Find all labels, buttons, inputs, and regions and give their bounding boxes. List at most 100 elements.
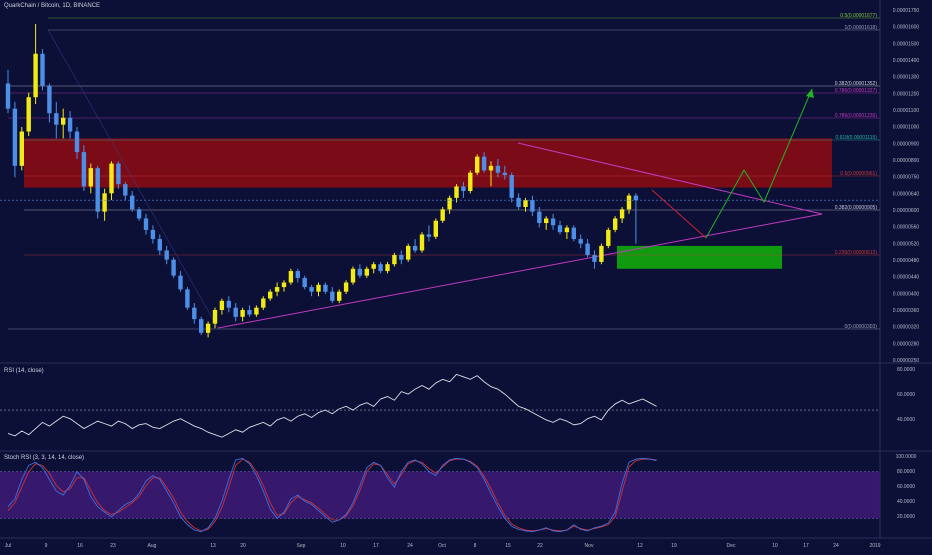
forecast-layer xyxy=(651,88,814,239)
price-axis-label: 0.00000320 xyxy=(893,325,920,331)
price-axis-label: 0.00000480 xyxy=(893,258,920,264)
fib-label: 1(0.00001618) xyxy=(844,25,877,31)
candle-body xyxy=(47,85,52,114)
stoch-layer xyxy=(0,457,880,533)
candle-body xyxy=(550,218,556,226)
candle-body xyxy=(185,289,190,308)
price-axis-label: 0.00000800 xyxy=(893,158,920,164)
price-axis-label: 0.00001200 xyxy=(893,91,920,97)
time-axis-label: 22 xyxy=(537,543,543,549)
candle-body xyxy=(454,186,459,198)
time-axis-label: 9 xyxy=(45,543,48,549)
time-axis-label: 16 xyxy=(77,543,83,549)
time-axis-label: 15 xyxy=(505,543,511,549)
candle-body xyxy=(212,309,218,324)
candle-body xyxy=(295,271,300,278)
candle-body xyxy=(606,229,611,246)
candle-body xyxy=(468,172,473,192)
time-axis-label: Nov xyxy=(585,543,594,549)
time-axis-label: Sep xyxy=(297,543,306,549)
resistance-zone xyxy=(24,138,832,188)
stoch-k-line xyxy=(7,457,657,533)
candle-body xyxy=(288,271,294,283)
candle-body xyxy=(337,291,342,301)
rsi-axis-label: 60.0000 xyxy=(897,392,915,398)
candle-body xyxy=(592,255,597,262)
fib-label: 0.382(0.00000905) xyxy=(835,205,878,211)
price-axis-label: 0.00000440 xyxy=(893,275,920,281)
time-axis-label: 24 xyxy=(407,543,413,549)
price-axis-label: 0.00001300 xyxy=(893,75,920,81)
candle-body xyxy=(537,211,542,224)
time-axis-label: 10 xyxy=(340,543,346,549)
forecast-up-path xyxy=(705,88,813,239)
candle-body xyxy=(378,264,383,272)
price-axis-label: 0.00001000 xyxy=(893,125,920,131)
candle-body xyxy=(350,268,356,283)
candle-body xyxy=(309,287,314,292)
price-axis-label: 0.00001750 xyxy=(893,8,920,14)
price-axis-label: 0.00000900 xyxy=(893,141,920,147)
time-axis-label: 8 xyxy=(474,543,477,549)
candle-body xyxy=(502,172,507,175)
candle-body xyxy=(157,239,162,251)
candle-body xyxy=(357,268,363,276)
price-axis-label: 0.00000600 xyxy=(893,208,920,214)
candle-body xyxy=(123,184,128,196)
time-axis-label: Jul xyxy=(5,543,11,549)
stoch-axis-label: 20.0000 xyxy=(897,514,915,520)
candle-body xyxy=(226,300,231,308)
time-axis-label: 17 xyxy=(803,543,809,549)
candle-body xyxy=(509,174,514,198)
candle-body xyxy=(54,113,59,125)
candle-body xyxy=(475,156,480,173)
candle-body xyxy=(240,309,245,317)
candle-body xyxy=(102,193,107,212)
price-axis-label: 0.00001500 xyxy=(893,41,920,47)
candle-body xyxy=(40,53,45,86)
candle-body xyxy=(419,234,425,251)
candle-body xyxy=(440,209,445,221)
stoch-axis-label: 80.0000 xyxy=(897,469,915,475)
chart-title: QuarkChain / Bitcoin, 1D, BINANCE xyxy=(4,3,101,9)
rsi-axis-label: 40.0000 xyxy=(897,417,915,423)
candle-body xyxy=(192,307,197,320)
time-axis-label: Oct xyxy=(438,543,446,549)
candle-body xyxy=(488,165,494,171)
candle-body xyxy=(557,225,563,233)
candle-body xyxy=(12,108,18,166)
candle-body xyxy=(33,53,38,98)
candle-body xyxy=(150,229,156,240)
candle-body xyxy=(316,284,321,292)
candle-body xyxy=(281,282,287,288)
forecast-arrow-head xyxy=(806,89,814,98)
candle-body xyxy=(447,197,452,210)
price-axis-label: 0.00000520 xyxy=(893,241,920,247)
candle-body xyxy=(254,307,259,315)
rsi-axis-label: 80.0000 xyxy=(897,367,915,373)
candle-body xyxy=(88,168,93,187)
candle-body xyxy=(426,234,432,237)
candle-body xyxy=(412,245,418,251)
forecast-down-path xyxy=(651,189,707,239)
candle-body xyxy=(481,156,487,171)
triangle-lower-edge xyxy=(217,142,823,329)
candle-body xyxy=(530,200,535,212)
candle-body xyxy=(164,250,169,260)
price-axis-label: 0.00000400 xyxy=(893,291,920,297)
candle-body xyxy=(613,218,618,230)
candle-body xyxy=(109,163,114,194)
time-axis-label: 2019 xyxy=(869,543,880,549)
candle-body xyxy=(399,255,404,260)
candle-body xyxy=(274,287,280,292)
candle-body xyxy=(323,284,328,292)
candle-body xyxy=(516,197,521,208)
trend-line xyxy=(47,29,219,329)
candle-body xyxy=(205,323,211,333)
time-axis-label: 10 xyxy=(772,543,778,549)
time-axis-label: 20 xyxy=(240,543,246,549)
candle-body xyxy=(268,291,273,299)
candle-body xyxy=(385,264,390,272)
candle-body xyxy=(578,239,583,244)
